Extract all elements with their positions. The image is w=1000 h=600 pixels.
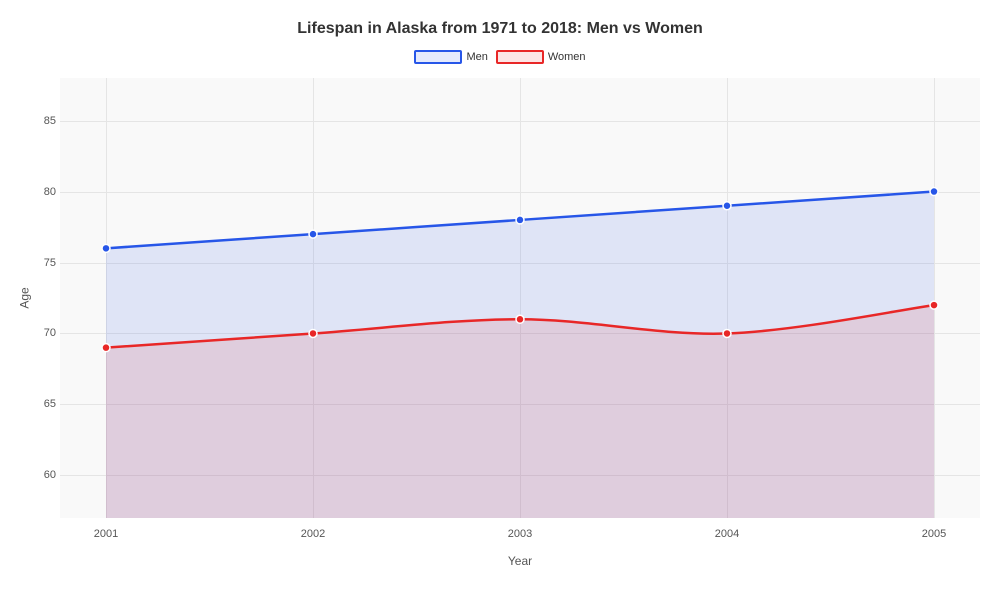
- legend-item-men[interactable]: Men: [414, 50, 487, 64]
- y-tick-label: 60: [32, 469, 56, 481]
- chart-container: Lifespan in Alaska from 1971 to 2018: Me…: [0, 0, 1000, 600]
- y-tick-label: 65: [32, 398, 56, 410]
- legend-item-women[interactable]: Women: [496, 50, 586, 64]
- data-point[interactable]: [309, 230, 317, 238]
- legend-label-women: Women: [548, 51, 586, 63]
- x-axis-label: Year: [508, 554, 532, 568]
- x-tick-label: 2001: [94, 528, 118, 540]
- legend-label-men: Men: [466, 51, 487, 63]
- chart-title: Lifespan in Alaska from 1971 to 2018: Me…: [0, 20, 1000, 38]
- y-tick-label: 85: [32, 115, 56, 127]
- data-point[interactable]: [723, 329, 731, 337]
- x-tick-label: 2005: [922, 528, 946, 540]
- data-point[interactable]: [516, 315, 524, 323]
- plot-area: [60, 78, 980, 518]
- legend: Men Women: [0, 50, 1000, 64]
- y-tick-label: 70: [32, 327, 56, 339]
- legend-swatch-men: [414, 50, 462, 64]
- data-point[interactable]: [723, 202, 731, 210]
- y-tick-label: 80: [32, 186, 56, 198]
- data-point[interactable]: [309, 329, 317, 337]
- data-point[interactable]: [516, 216, 524, 224]
- legend-swatch-women: [496, 50, 544, 64]
- plot-svg: [60, 78, 980, 518]
- data-point[interactable]: [102, 244, 110, 252]
- x-tick-label: 2004: [715, 528, 739, 540]
- y-tick-label: 75: [32, 257, 56, 269]
- y-axis-label: Age: [18, 287, 32, 308]
- x-tick-label: 2003: [508, 528, 532, 540]
- data-point[interactable]: [102, 344, 110, 352]
- data-point[interactable]: [930, 188, 938, 196]
- x-tick-label: 2002: [301, 528, 325, 540]
- data-point[interactable]: [930, 301, 938, 309]
